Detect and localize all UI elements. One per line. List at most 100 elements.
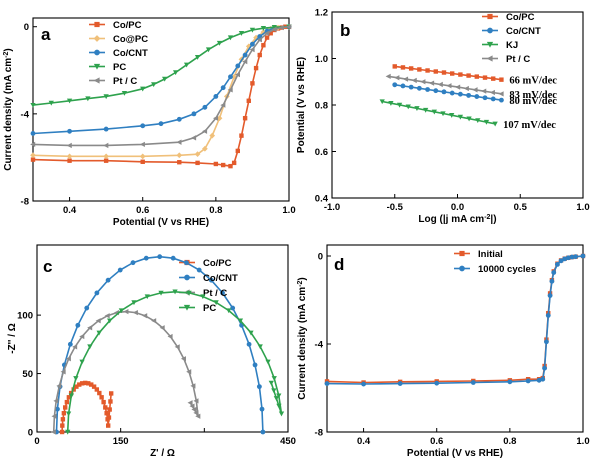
data-point bbox=[554, 261, 560, 267]
data-point bbox=[176, 152, 183, 159]
data-point bbox=[392, 64, 397, 69]
data-point bbox=[429, 80, 435, 86]
x-tick-label: 0.4 bbox=[63, 205, 77, 216]
data-point bbox=[191, 406, 197, 413]
data-point bbox=[492, 121, 498, 127]
data-point bbox=[191, 135, 197, 141]
slope-annotation: 80 mV/dec bbox=[509, 96, 557, 107]
series-pt-c bbox=[50, 308, 201, 435]
data-point bbox=[482, 95, 488, 101]
data-point bbox=[213, 161, 219, 167]
y-tick-label: 0 bbox=[28, 428, 33, 439]
data-point bbox=[83, 380, 88, 386]
data-point bbox=[105, 277, 111, 283]
data-point bbox=[132, 310, 138, 316]
data-point bbox=[67, 128, 72, 134]
legend-entry: Co/PC bbox=[482, 12, 535, 23]
data-point bbox=[499, 77, 504, 82]
data-point bbox=[157, 254, 163, 260]
x-tick-label: 0.4 bbox=[357, 436, 371, 447]
data-point bbox=[545, 312, 551, 318]
data-point bbox=[542, 365, 548, 371]
data-point bbox=[256, 384, 262, 390]
data-point bbox=[227, 87, 233, 93]
data-point bbox=[278, 411, 285, 417]
plot-frame bbox=[36, 244, 289, 433]
panel-a: 0.4 0.6 0.8 1.0 -8 -4 0 Potential (V vs RHE) Cur… bbox=[3, 17, 296, 228]
series-pc bbox=[30, 24, 292, 108]
data-point bbox=[253, 65, 259, 71]
legend-entry: Pt / C bbox=[89, 76, 137, 87]
data-point bbox=[66, 98, 73, 104]
data-point bbox=[420, 79, 426, 85]
data-point bbox=[250, 41, 255, 47]
data-point bbox=[180, 356, 186, 362]
legend-marker bbox=[486, 41, 494, 48]
legend-label: PC bbox=[203, 303, 216, 314]
data-point bbox=[379, 99, 385, 105]
data-point bbox=[449, 113, 455, 118]
slope-annotation: 107 mV/dec bbox=[503, 120, 556, 131]
data-point bbox=[87, 344, 93, 350]
data-point bbox=[117, 267, 123, 273]
data-point bbox=[79, 359, 85, 365]
data-point bbox=[246, 341, 252, 347]
series-co-cnt bbox=[392, 82, 504, 103]
data-point bbox=[196, 267, 202, 273]
data-point bbox=[470, 380, 476, 385]
data-point bbox=[259, 406, 265, 412]
data-point bbox=[103, 142, 109, 149]
legend-entry: 10000 cycles bbox=[454, 264, 536, 275]
data-point bbox=[396, 102, 403, 108]
legend-marker bbox=[94, 49, 100, 56]
legend-label: Pt / C bbox=[203, 288, 227, 299]
data-point bbox=[202, 128, 208, 134]
legend-marker bbox=[487, 27, 493, 34]
data-point bbox=[237, 318, 244, 324]
y-axis-label: Current density (mA cm-2) bbox=[297, 277, 309, 400]
y-tick-label: -4 bbox=[21, 109, 30, 120]
data-point bbox=[411, 77, 417, 84]
series-10000-cycles bbox=[324, 253, 586, 387]
data-point bbox=[53, 398, 59, 404]
data-point bbox=[72, 344, 78, 350]
y-tick-label: 0 bbox=[24, 22, 29, 33]
x-tick-label: 0.0 bbox=[451, 202, 464, 213]
legend-entry: Initial bbox=[454, 249, 503, 260]
data-point bbox=[228, 163, 233, 169]
data-point bbox=[220, 102, 226, 108]
y-tick-label: 100 bbox=[17, 311, 33, 322]
data-point bbox=[202, 145, 208, 152]
data-point bbox=[239, 133, 244, 138]
data-point bbox=[324, 381, 330, 387]
y-tick-label: 0.6 bbox=[315, 147, 328, 158]
data-point bbox=[105, 423, 111, 428]
data-point bbox=[220, 162, 226, 168]
panel-letter: a bbox=[41, 25, 51, 44]
data-point bbox=[209, 132, 216, 139]
data-point bbox=[256, 37, 262, 43]
data-point bbox=[205, 47, 212, 53]
series-line bbox=[52, 310, 199, 433]
data-point bbox=[94, 290, 100, 296]
data-point bbox=[408, 84, 414, 90]
data-point bbox=[103, 153, 110, 160]
panel-c: 0 150 450 0 50 100 Z' / Ω -Z'' / Ω c Co/PC Co/CNT P… bbox=[7, 244, 296, 459]
data-point bbox=[151, 318, 157, 324]
y-tick-label: 1.0 bbox=[315, 54, 328, 65]
data-point bbox=[193, 398, 199, 404]
data-point bbox=[167, 333, 173, 340]
data-point bbox=[260, 26, 267, 31]
data-point bbox=[231, 160, 237, 166]
x-tick-label: 150 bbox=[113, 436, 129, 447]
data-point bbox=[60, 417, 66, 422]
data-point bbox=[139, 141, 145, 147]
data-point bbox=[176, 116, 182, 122]
data-point bbox=[405, 104, 411, 110]
legend-label: Co/PC bbox=[506, 12, 535, 23]
data-point bbox=[385, 73, 391, 80]
data-point bbox=[194, 151, 201, 158]
data-point bbox=[227, 35, 234, 41]
data-point bbox=[562, 256, 568, 262]
series-pc bbox=[65, 289, 285, 435]
